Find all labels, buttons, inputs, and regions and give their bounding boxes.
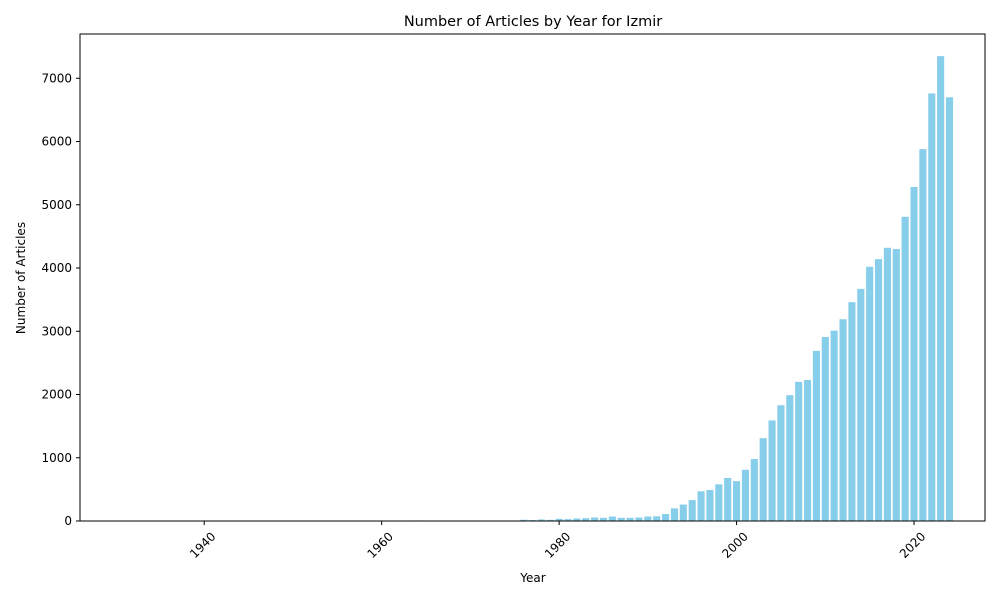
y-axis-label: Number of Articles — [14, 222, 28, 334]
bar-1985 — [599, 517, 608, 521]
x-tick-label-2000: 2000 — [719, 529, 750, 560]
bar-1991 — [653, 516, 661, 521]
bar-2005 — [777, 405, 785, 521]
bar-1997 — [706, 490, 714, 521]
y-tick-label-6000: 6000 — [41, 135, 72, 149]
bar-1976 — [520, 519, 528, 521]
bar-2021 — [919, 149, 927, 522]
bar-1983 — [582, 518, 590, 521]
x-tick-label-1940: 1940 — [187, 529, 218, 560]
bar-1995 — [688, 500, 696, 521]
x-tick-label-1980: 1980 — [542, 529, 573, 560]
y-tick-label-4000: 4000 — [41, 261, 72, 275]
bar-1989 — [635, 517, 643, 521]
bar-1994 — [679, 504, 687, 521]
bar-1996 — [697, 491, 705, 521]
bar-2019 — [901, 216, 909, 521]
bar-1986 — [608, 516, 616, 521]
bar-1980 — [555, 518, 563, 521]
bar-2017 — [883, 247, 891, 521]
bar-2023 — [937, 56, 945, 521]
bar-2008 — [804, 379, 812, 521]
bar-1993 — [670, 508, 679, 521]
bar-1998 — [715, 484, 723, 521]
x-tick-label-1960: 1960 — [365, 529, 396, 560]
bar-1990 — [644, 516, 652, 521]
bar-2015 — [866, 266, 874, 521]
bar-2004 — [768, 420, 776, 521]
bar-1981 — [564, 519, 572, 521]
bar-1988 — [626, 517, 634, 521]
x-axis-ticks: 1940 1960 1980 2000 2020 — [187, 521, 928, 561]
bar-2001 — [741, 469, 749, 521]
y-tick-label-1000: 1000 — [41, 451, 72, 465]
bar-2014 — [857, 288, 865, 521]
chart-title: Number of Articles by Year for Izmir — [404, 14, 662, 30]
bar-2007 — [795, 381, 803, 521]
bar-2010 — [821, 336, 829, 521]
bar-1979 — [546, 519, 554, 521]
x-tick-label-2020: 2020 — [897, 529, 928, 560]
bar-2000 — [733, 481, 741, 521]
y-tick-label-0: 0 — [64, 514, 72, 528]
bar-2011 — [830, 330, 838, 521]
bar-2006 — [786, 395, 794, 521]
plot-frame — [79, 33, 986, 522]
bar-2016 — [874, 259, 883, 521]
bar-2012 — [839, 319, 847, 521]
bar-1978 — [537, 519, 545, 521]
bar-2003 — [759, 438, 767, 521]
y-tick-label-2000: 2000 — [41, 388, 72, 402]
bar-1982 — [573, 518, 581, 521]
y-tick-label-5000: 5000 — [41, 198, 72, 212]
bar-2002 — [750, 459, 758, 521]
bar-2022 — [928, 93, 936, 521]
bar-1987 — [617, 517, 625, 521]
bar-1999 — [724, 477, 732, 521]
bar-1984 — [591, 517, 599, 521]
bar-2020 — [910, 187, 918, 521]
y-tick-label-7000: 7000 — [41, 71, 72, 85]
bar-2018 — [892, 249, 900, 522]
y-tick-label-3000: 3000 — [41, 324, 72, 338]
bar-2013 — [848, 302, 856, 521]
bar-2024 — [945, 97, 954, 521]
bar-2009 — [812, 350, 820, 521]
y-axis-ticks: 0 1000 2000 3000 4000 5000 6000 7000 — [41, 71, 80, 528]
bars-group — [413, 56, 954, 522]
x-axis-label: Year — [519, 571, 545, 585]
bar-1992 — [662, 514, 670, 521]
